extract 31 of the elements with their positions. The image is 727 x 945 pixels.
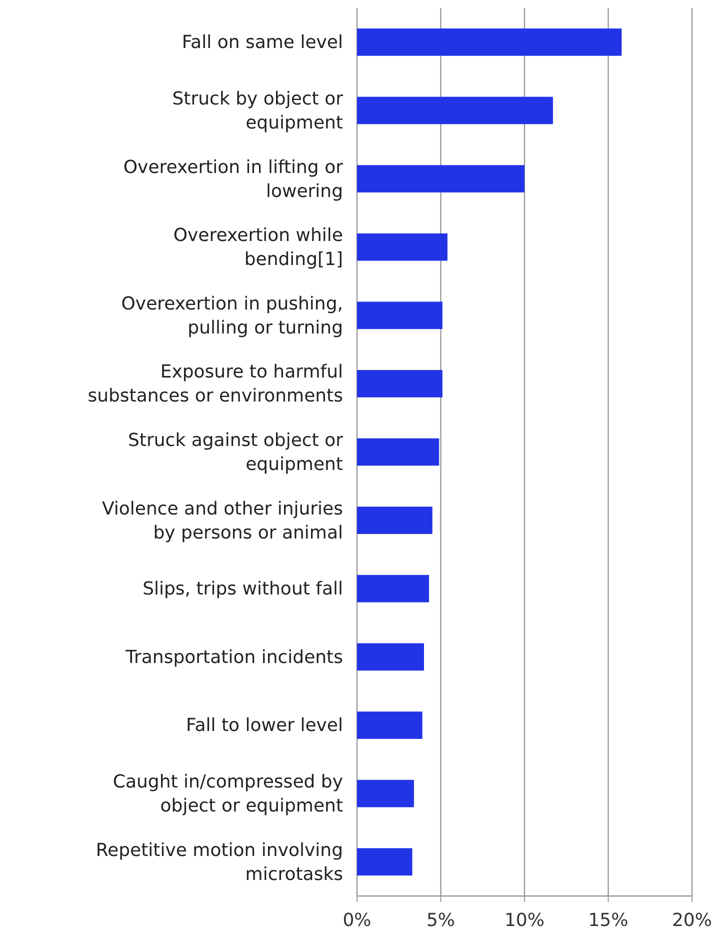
x-tick-label: 10% <box>504 910 545 931</box>
x-tick-label: 0% <box>342 910 372 931</box>
y-tick-label: Repetitive motion involving microtasks <box>96 840 343 885</box>
y-tick-label: Fall on same level <box>182 32 343 54</box>
y-tick-label: Overexertion while bending[1] <box>173 225 343 270</box>
x-tick-label: 15% <box>588 910 628 931</box>
y-tick-label: Overexertion in lifting or lowering <box>123 156 344 202</box>
bar <box>357 643 424 671</box>
bar <box>357 438 440 466</box>
bar <box>357 96 553 124</box>
y-tick-label: Exposure to harmful substances or environments <box>88 362 343 407</box>
bar <box>357 302 442 330</box>
bar <box>357 574 430 602</box>
y-tick-label: Violence and other injuries by persons or animal <box>102 498 343 544</box>
bar <box>357 233 448 261</box>
bar <box>357 712 422 739</box>
bar <box>357 506 432 534</box>
bar <box>357 848 412 876</box>
y-tick-label: Struck by object or equipment <box>172 88 344 134</box>
y-tick-label: Slips, trips without fall <box>142 578 343 600</box>
y-tick-label: Fall to lower level <box>186 715 343 736</box>
y-tick-label: Struck against object or equipment <box>128 430 344 475</box>
bar <box>357 165 524 192</box>
y-tick-label: Transportation incidents <box>124 646 343 668</box>
bar <box>357 28 622 56</box>
x-tick-label: 20% <box>672 910 712 931</box>
bar <box>357 370 442 398</box>
y-tick-label: Overexertion in pushing, pulling or turning <box>121 293 343 338</box>
bar <box>357 780 414 808</box>
y-tick-label: Caught in/compressed by object or equipment <box>112 772 344 817</box>
x-tick-label: 5% <box>426 910 456 931</box>
